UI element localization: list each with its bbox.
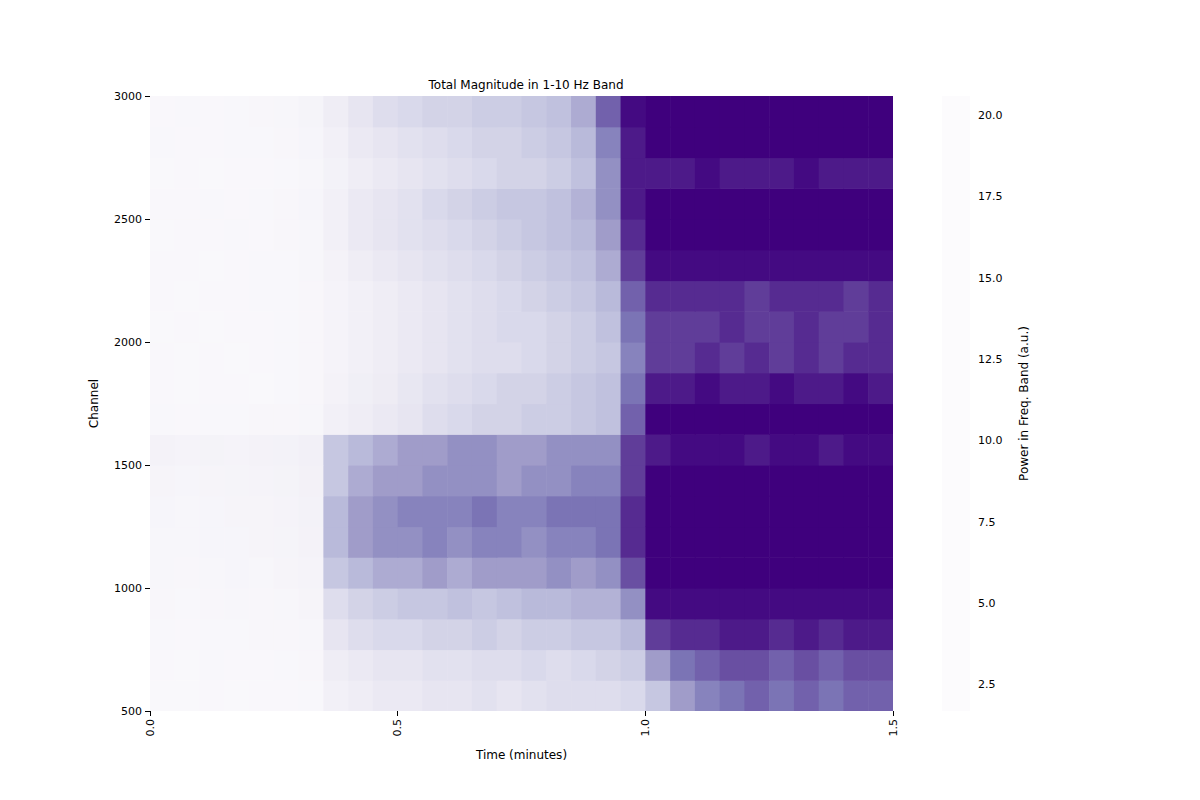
svg-text:2000: 2000 <box>114 336 142 349</box>
svg-text:1000: 1000 <box>114 582 142 595</box>
svg-text:1.5: 1.5 <box>887 719 900 737</box>
svg-text:1.0: 1.0 <box>639 719 652 737</box>
svg-text:Total Magnitude in 1-10 Hz Ban: Total Magnitude in 1-10 Hz Band <box>428 78 624 92</box>
svg-text:0.0: 0.0 <box>144 719 157 737</box>
svg-text:10.0: 10.0 <box>978 434 1003 447</box>
svg-text:7.5: 7.5 <box>978 516 996 529</box>
svg-text:3000: 3000 <box>114 90 142 103</box>
svg-text:Channel: Channel <box>87 379 101 428</box>
svg-text:Time (minutes): Time (minutes) <box>475 748 567 762</box>
svg-text:5.0: 5.0 <box>978 597 996 610</box>
svg-text:15.0: 15.0 <box>978 272 1003 285</box>
svg-text:0.5: 0.5 <box>391 719 404 737</box>
svg-text:12.5: 12.5 <box>978 353 1003 366</box>
svg-text:17.5: 17.5 <box>978 190 1003 203</box>
svg-text:500: 500 <box>121 705 142 718</box>
svg-text:20.0: 20.0 <box>978 109 1003 122</box>
svg-text:1500: 1500 <box>114 459 142 472</box>
svg-text:Power in Freq. Band (a.u.): Power in Freq. Band (a.u.) <box>1017 326 1031 481</box>
svg-text:2500: 2500 <box>114 213 142 226</box>
svg-text:2.5: 2.5 <box>978 678 996 691</box>
